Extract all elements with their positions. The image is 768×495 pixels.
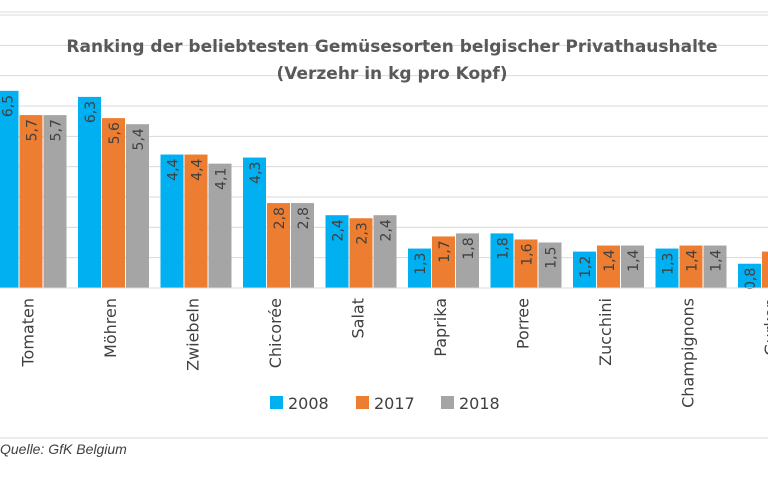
- category-label: Gurken: [761, 298, 768, 356]
- category-label: Porree: [514, 298, 533, 349]
- legend-label-2008: 2008: [288, 394, 329, 413]
- data-label: 1,4: [626, 249, 642, 271]
- data-label: 1,4: [602, 249, 618, 271]
- data-label: 2,8: [296, 207, 312, 229]
- data-label: 1,5: [544, 247, 560, 269]
- data-label: 2,4: [379, 219, 395, 241]
- category-label: Chicorée: [266, 298, 285, 368]
- legend-swatch-2017: [356, 396, 369, 409]
- data-label: 4,4: [166, 158, 182, 180]
- legend-swatch-2018: [441, 396, 454, 409]
- data-label: 5,6: [107, 122, 123, 144]
- legend-label-2018: 2018: [459, 394, 500, 413]
- data-label: 6,3: [83, 101, 99, 123]
- data-label: 5,7: [49, 119, 65, 141]
- category-label: Paprika: [431, 298, 450, 357]
- data-label: 1,8: [461, 237, 477, 259]
- data-label: 2,4: [331, 219, 347, 241]
- bar-chart: 6,5 5,7 5,7 6,3 5,6 5,4 4,4 4,4 4,1 4,3 2,8 2,8 2,4 2…: [0, 0, 768, 495]
- category-label: Zucchini: [596, 298, 615, 366]
- category-label: Salat: [349, 298, 368, 338]
- data-label: 2,8: [272, 207, 288, 229]
- data-label: 5,7: [25, 119, 41, 141]
- category-label: Möhren: [101, 298, 120, 358]
- data-label: 6,5: [1, 95, 17, 117]
- source-text: GfK Belgium: [48, 441, 127, 457]
- data-label: 1,4: [685, 249, 701, 271]
- chart-title: Ranking der beliebtesten Gemüsesorten be…: [66, 37, 717, 57]
- data-label: 0,8: [743, 268, 759, 290]
- data-label: 1,8: [496, 237, 512, 259]
- data-label: 1,7: [437, 240, 453, 262]
- legend-swatch-2008: [270, 396, 283, 409]
- data-label: 2,3: [355, 222, 371, 244]
- source-note: Quelle: GfK Belgium: [0, 441, 127, 457]
- source-prefix: Quelle:: [0, 441, 48, 457]
- data-label: 4,4: [190, 158, 206, 180]
- category-label: Tomaten: [19, 298, 38, 368]
- chart-subtitle: (Verzehr in kg pro Kopf): [276, 64, 507, 84]
- category-label: Zwiebeln: [184, 298, 203, 371]
- data-label: 1,6: [520, 243, 536, 265]
- bar-2008: [0, 91, 19, 288]
- bar-2008: [78, 97, 101, 288]
- legend-label-2017: 2017: [374, 394, 415, 413]
- data-label: 4,3: [248, 162, 264, 184]
- category-label: Champignons: [679, 298, 698, 408]
- data-label: 1,3: [661, 253, 677, 275]
- data-label: 1,3: [413, 253, 429, 275]
- data-label: 1,2: [578, 256, 594, 278]
- data-label: 4,1: [214, 168, 230, 190]
- data-label: 1,4: [709, 249, 725, 271]
- data-label: 5,4: [131, 128, 147, 150]
